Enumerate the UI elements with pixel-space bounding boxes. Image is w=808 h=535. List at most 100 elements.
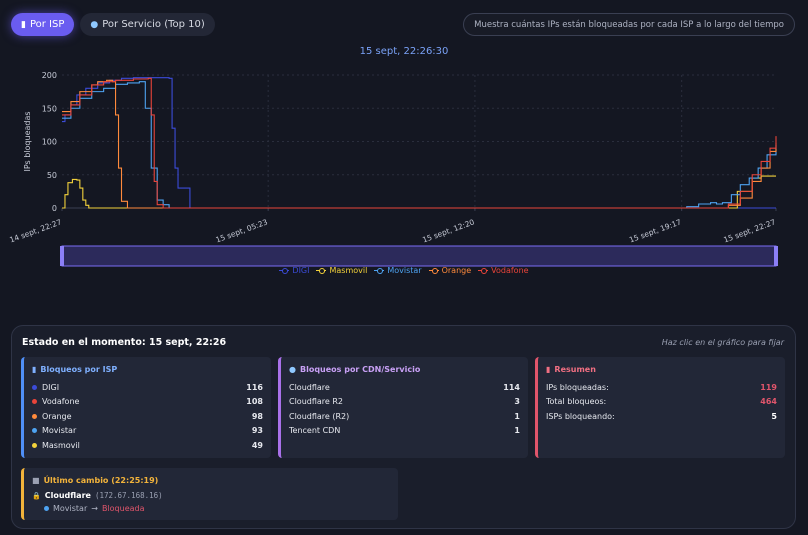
summary-row: IPs bloqueadas: 119	[546, 380, 777, 395]
legend-label: Orange	[441, 266, 472, 275]
x-tick-label: 15 sept, 12:20	[421, 217, 476, 244]
legend-item[interactable]: Movistar	[374, 266, 422, 275]
trend-chart-icon: ▮	[546, 365, 551, 374]
tab-label: Por Servicio (Top 10)	[102, 19, 205, 30]
chart-description: Muestra cuántas IPs están bloqueadas por…	[463, 13, 795, 36]
isp-color-dot	[32, 413, 37, 419]
last-change-service: 🔒 Cloudflare (172.67.168.16)	[32, 491, 163, 500]
summary-rows: IPs bloqueadas: 119 Total bloqueos: 464 ISPs…	[546, 380, 777, 424]
legend-marker-icon	[478, 267, 489, 274]
y-tick-label: 150	[42, 104, 57, 113]
series-line-masmovil	[62, 175, 776, 209]
zoom-range-selector[interactable]	[61, 245, 777, 267]
isp-row-value: 93	[251, 426, 263, 436]
last-change-title-text: Último cambio (22:25:19)	[43, 476, 159, 485]
x-tick-label: 15 sept, 19:17	[628, 217, 683, 244]
x-tick-label: 15 sept, 22:27	[722, 217, 777, 244]
y-axis-label: IPs bloqueadas	[23, 111, 32, 171]
legend-item[interactable]: Orange	[428, 266, 472, 275]
summary-row-label: IPs bloqueadas:	[546, 382, 609, 392]
summary-row-value: 464	[760, 397, 777, 407]
view-tabs: ▮ Por ISP ● Por Servicio (Top 10)	[11, 13, 215, 36]
summary-row-label: Total bloqueos:	[546, 397, 607, 407]
cdn-row-value: 1	[514, 411, 520, 421]
x-tick-label: 14 sept, 22:27	[8, 217, 63, 244]
tab-por-isp[interactable]: ▮ Por ISP	[11, 13, 75, 36]
summary-card: ▮ Resumen IPs bloqueadas: 119 Total bloque…	[535, 357, 785, 458]
last-change-title: ■ Último cambio (22:25:19)	[32, 476, 158, 485]
isp-row-value: 49	[251, 440, 263, 450]
legend-item[interactable]: Masmovil	[316, 266, 367, 275]
zoom-handle-left[interactable]	[60, 246, 64, 266]
tab-label: Por ISP	[29, 19, 65, 30]
isp-color-dot	[32, 384, 37, 390]
cdn-row-label: Cloudflare	[289, 382, 330, 392]
cdn-row: Tencent CDN 1	[289, 424, 520, 439]
y-tick-label: 200	[42, 71, 57, 80]
status-panel: Estado en el momento: 15 sept, 22:26 Haz…	[11, 325, 796, 529]
globe-icon: ●	[289, 365, 296, 374]
legend-marker-icon	[316, 267, 327, 274]
summary-row-label: ISPs bloqueando:	[546, 411, 615, 421]
last-change-detail: Movistar → Bloqueada	[44, 504, 145, 513]
last-change-card: ■ Último cambio (22:25:19) 🔒 Cloudflare …	[21, 468, 398, 520]
isp-rows: DIGI 116 Vodafone 108 Orange 98 Movistar 93 Masm…	[32, 380, 263, 453]
chart-legend: DIGI Masmovil Movistar Orange Vodafone	[0, 266, 808, 275]
summary-row: Total bloqueos: 464	[546, 395, 777, 410]
cdn-row: Cloudflare R2 3	[289, 395, 520, 410]
summary-row-value: 5	[771, 411, 777, 421]
legend-label: DIGI	[292, 266, 310, 275]
globe-icon: ●	[90, 19, 99, 30]
legend-marker-icon	[279, 267, 290, 274]
cdn-row-label: Cloudflare R2	[289, 397, 344, 407]
isp-row-label: Masmovil	[42, 440, 80, 450]
status-panel-title: Estado en el momento: 15 sept, 22:26	[22, 337, 227, 348]
cdn-card-title: ● Bloqueos por CDN/Servicio	[289, 365, 420, 374]
cdn-row-label: Tencent CDN	[289, 426, 341, 436]
cdn-row-value: 114	[503, 382, 520, 392]
y-tick-label: 0	[52, 204, 57, 213]
isp-row-label: DIGI	[42, 382, 60, 392]
cdn-row: Cloudflare (R2) 1	[289, 409, 520, 424]
legend-label: Masmovil	[329, 266, 368, 275]
isp-row: Movistar 93	[32, 424, 263, 439]
x-tick-label: 15 sept, 05:23	[215, 217, 270, 244]
isp-row-label: Movistar	[42, 426, 77, 436]
cdn-blocks-card: ● Bloqueos por CDN/Servicio Cloudflare 11…	[278, 357, 528, 458]
summary-row: ISPs bloqueando: 5	[546, 409, 777, 424]
isp-color-dot	[44, 506, 49, 511]
lock-icon: 🔒	[32, 491, 41, 500]
legend-item[interactable]: DIGI	[279, 266, 309, 275]
tab-por-servicio[interactable]: ● Por Servicio (Top 10)	[80, 13, 215, 36]
isp-row-label: Vodafone	[42, 397, 80, 407]
isp-row-label: Orange	[42, 411, 72, 421]
y-tick-label: 50	[47, 171, 57, 180]
bar-chart-icon: ▮	[21, 19, 26, 30]
legend-label: Vodafone	[491, 266, 529, 275]
isp-row: Orange 98	[32, 409, 263, 424]
series-line-vodafone	[62, 77, 777, 209]
isp-color-dot	[32, 428, 37, 434]
isp-row-value: 116	[246, 382, 263, 392]
y-tick-label: 100	[42, 138, 57, 147]
isp-name: Movistar	[53, 504, 88, 513]
isp-row-value: 108	[246, 397, 263, 407]
isp-row: Masmovil 49	[32, 438, 263, 453]
cdn-row-value: 3	[514, 397, 520, 407]
legend-item[interactable]: Vodafone	[478, 266, 529, 275]
legend-marker-icon	[428, 267, 439, 274]
series-line-orange	[62, 79, 777, 209]
status-blocked: Bloqueada	[101, 504, 145, 513]
isp-row-value: 98	[251, 411, 263, 421]
chart-current-time: 15 sept, 22:26:30	[359, 46, 449, 57]
cdn-row-label: Cloudflare (R2)	[289, 411, 350, 421]
cdn-row: Cloudflare 114	[289, 380, 520, 395]
legend-label: Movistar	[387, 266, 422, 275]
isp-row: DIGI 116	[32, 380, 263, 395]
cdn-card-title-text: Bloqueos por CDN/Servicio	[299, 365, 421, 374]
inbox-icon: ■	[32, 476, 40, 485]
isp-blocks-chart[interactable]: 0 50 100 150 200 14 sept, 22:27 15 sept, 05:23…	[0, 60, 808, 270]
isp-blocks-card: ▮ Bloqueos por ISP DIGI 116 Vodafone 108 Ora…	[21, 357, 271, 458]
zoom-handle-right[interactable]	[774, 246, 778, 266]
service-name: Cloudflare	[44, 491, 91, 500]
